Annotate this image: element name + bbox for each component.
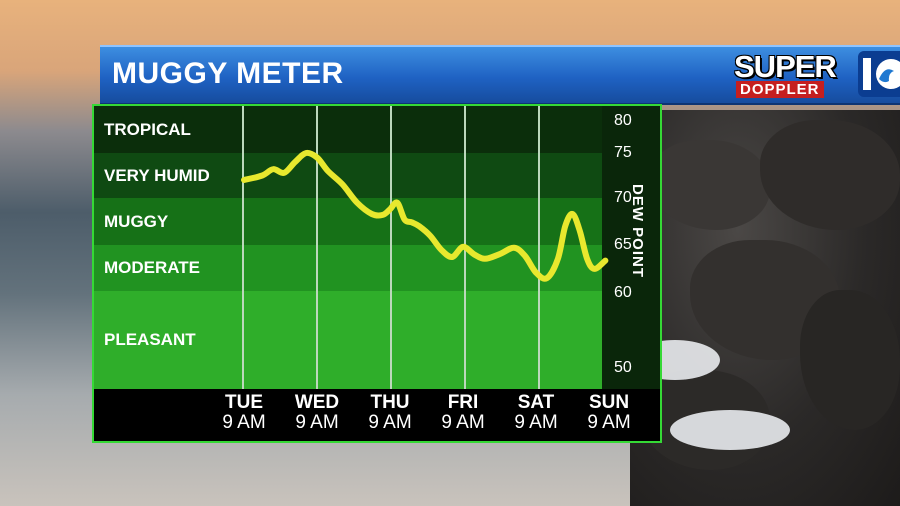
x-tick-label: THU 9 AM [355, 393, 425, 433]
x-tick-time: 9 AM [587, 412, 631, 433]
gridline [538, 106, 540, 389]
x-tick-day: SUN [588, 392, 630, 413]
x-tick-day: SAT [517, 392, 555, 413]
band-label: MUGGY [104, 211, 169, 231]
title-bar: MUGGY METER SUPER DOPPLER [100, 45, 900, 105]
y-tick-label: 60 [614, 284, 632, 301]
band-label: TROPICAL [104, 119, 191, 139]
y-tick-label: 80 [614, 112, 632, 129]
y-axis-title: DEW POINT [629, 184, 646, 278]
x-tick-label: WED 9 AM [282, 393, 352, 433]
y-tick-label: 50 [614, 359, 632, 376]
rock [760, 120, 900, 230]
logo-super-text: SUPER [734, 49, 837, 84]
sea-foam [670, 410, 790, 450]
y-tick-label: 65 [614, 236, 632, 253]
y-tick-label: 75 [614, 144, 632, 161]
x-tick-time: 9 AM [222, 412, 266, 433]
x-tick-time: 9 AM [441, 412, 485, 433]
band-label: VERY HUMID [104, 165, 210, 185]
band-label: MODERATE [104, 258, 201, 277]
band-muggy: MUGGY [94, 198, 602, 245]
x-tick-time: 9 AM [514, 412, 558, 433]
x-tick-label: SUN 9 AM [574, 393, 644, 433]
x-tick-day: WED [294, 392, 340, 413]
station-logo: SUPER DOPPLER [730, 49, 900, 99]
x-axis: TUE 9 AM WED 9 AM THU 9 AM FRI 9 AM SAT 9 AM SUN 9 … [94, 389, 660, 441]
y-tick-label: 70 [614, 189, 632, 206]
rock [800, 290, 900, 430]
rock [650, 140, 770, 230]
gridline [242, 106, 244, 389]
band-moderate: MODERATE [94, 245, 602, 291]
x-tick-label: TUE 9 AM [209, 393, 279, 433]
logo-doppler-text: DOPPLER [736, 81, 824, 98]
band-tropical: TROPICAL [94, 106, 602, 153]
dew-point-line [241, 149, 609, 282]
x-tick-label: SAT 9 AM [501, 393, 571, 433]
x-tick-time: 9 AM [295, 412, 339, 433]
x-tick-day: TUE [225, 392, 263, 413]
x-tick-day: FRI [447, 392, 479, 413]
dew-point-plot [241, 149, 609, 282]
dew-point-axis [602, 106, 660, 389]
muggy-meter-chart: TROPICAL VERY HUMID MUGGY MODERATE PLEASANT … [92, 104, 662, 443]
page-title: MUGGY METER [112, 57, 344, 90]
x-tick-day: THU [370, 392, 410, 413]
x-tick-label: FRI 9 AM [428, 393, 498, 433]
logo-ten-icon [858, 51, 900, 97]
rocks-background [630, 110, 900, 506]
band-label: PLEASANT [104, 330, 196, 349]
band-pleasant: PLEASANT [94, 291, 602, 389]
gridline [316, 106, 318, 389]
x-tick-time: 9 AM [368, 412, 412, 433]
gridline [390, 106, 392, 389]
